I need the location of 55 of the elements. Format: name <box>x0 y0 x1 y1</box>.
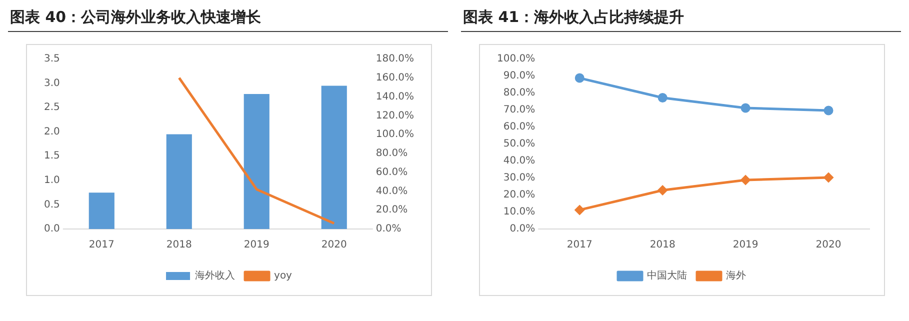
x-tick-label: 2019 <box>732 240 758 251</box>
y2-tick-label: 40.0% <box>376 186 408 197</box>
y2-tick-label: 60.0% <box>376 166 408 178</box>
point <box>658 185 668 195</box>
y2-tick-label: 80.0% <box>376 148 408 160</box>
y2-tick-label: 140.0% <box>376 91 414 102</box>
y-tick-label: 100.0% <box>496 54 536 65</box>
y-tick-label: 0.0% <box>510 224 536 235</box>
bar <box>321 86 347 229</box>
point <box>824 172 834 182</box>
point <box>574 205 584 215</box>
point <box>574 73 584 83</box>
y-tick-label: 80.0% <box>503 88 536 99</box>
point <box>824 106 834 116</box>
x-tick-label: 2017 <box>88 240 114 251</box>
y2-tick-label: 0.0% <box>376 224 402 235</box>
x-tick-label: 2020 <box>321 240 347 251</box>
legend-label: 海外收入 <box>195 270 236 282</box>
y-tick-label: 3.5 <box>44 54 60 65</box>
y-tick-label: 0.5 <box>44 199 60 210</box>
x-tick-label: 2018 <box>166 240 192 251</box>
y-tick-label: 1.5 <box>44 150 60 162</box>
y-tick-label: 10.0% <box>503 206 536 218</box>
legend-label: 海外 <box>726 270 746 282</box>
y-tick-label: 3.0 <box>44 78 60 89</box>
y-tick-label: 90.0% <box>503 70 536 82</box>
y-tick-label: 50.0% <box>503 138 536 150</box>
y2-tick-label: 100.0% <box>376 129 414 140</box>
legend-label: yoy <box>274 270 292 282</box>
y-tick-label: 60.0% <box>503 122 536 133</box>
y2-tick-label: 180.0% <box>376 54 414 65</box>
y-tick-label: 0.0 <box>44 224 60 235</box>
y-tick-label: 1.0 <box>44 175 60 186</box>
y-tick-label: 40.0% <box>503 156 536 167</box>
legend-label: 中国大陆 <box>647 270 687 282</box>
x-tick-label: 2018 <box>650 240 676 251</box>
point <box>740 175 750 185</box>
x-tick-label: 2019 <box>244 240 270 251</box>
y-tick-label: 20.0% <box>503 190 536 201</box>
bar <box>88 192 114 229</box>
y-tick-label: 2.5 <box>44 102 60 114</box>
chart-title: 图表 41：海外收入占比持续提升 <box>461 8 901 32</box>
x-tick-label: 2020 <box>816 240 842 251</box>
y-tick-label: 70.0% <box>503 104 536 116</box>
point <box>658 93 668 103</box>
x-tick-label: 2017 <box>566 240 592 251</box>
y2-tick-label: 120.0% <box>376 110 414 122</box>
point <box>740 103 750 113</box>
bar <box>244 94 270 229</box>
y-tick-label: 30.0% <box>503 172 536 184</box>
y2-tick-label: 160.0% <box>376 72 414 84</box>
bar <box>166 134 192 229</box>
y-tick-label: 2.0 <box>44 126 60 138</box>
chart-title: 图表 40：公司海外业务收入快速增长 <box>8 8 448 32</box>
y2-tick-label: 20.0% <box>376 204 408 216</box>
